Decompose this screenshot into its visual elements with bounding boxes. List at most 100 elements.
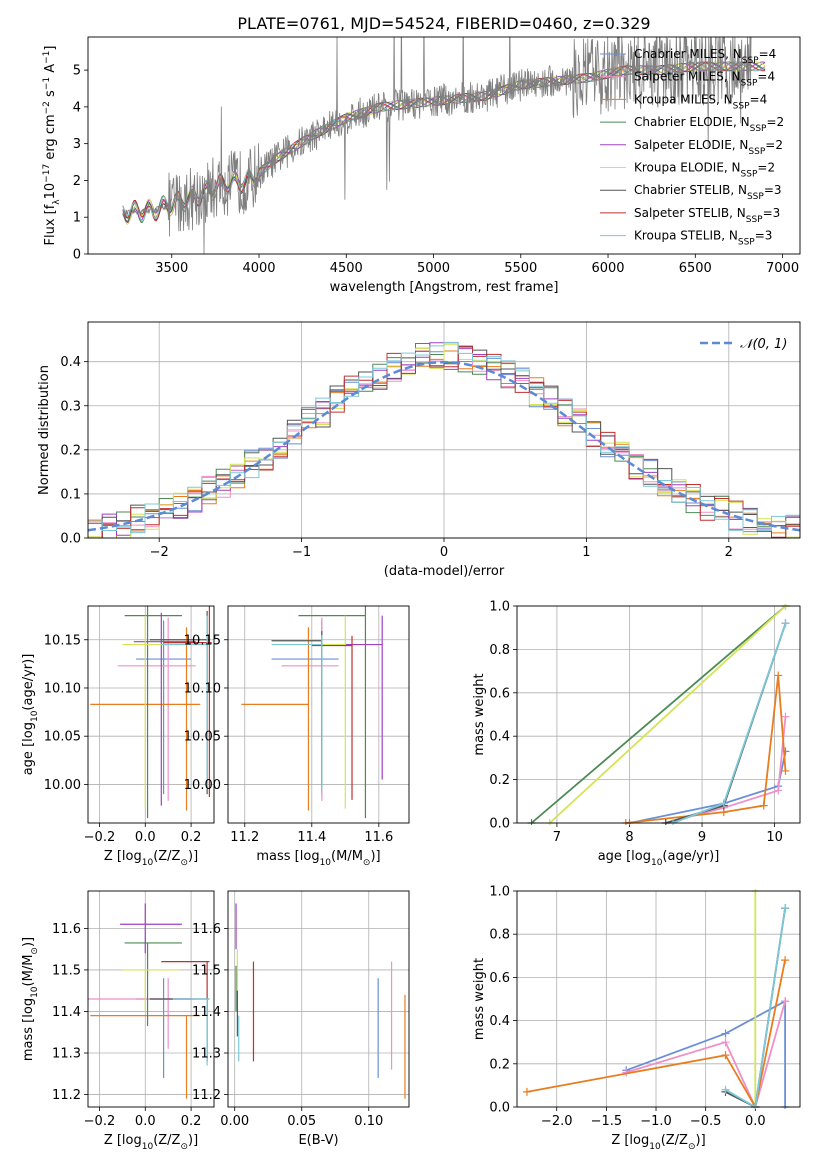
marker-kroupa_miles (721, 1051, 730, 1060)
label-part: Chabrier ELODIE, N (634, 115, 750, 129)
x-tick-label: 11.4 (297, 830, 326, 845)
x-tick-label: 0.0 (745, 1114, 766, 1129)
marker-kroupa_miles (774, 671, 783, 680)
label-part: 10 (651, 858, 663, 868)
y-tick-label: 11.3 (52, 1047, 81, 1062)
series-chabrier_elodie (530, 605, 787, 824)
label-part: (age/yr)] (662, 849, 719, 864)
label-part: =3 (755, 229, 773, 243)
label-part: SSP (733, 101, 750, 111)
y-axis-label: Flux [fλ10−17 erg cm−2 s−1 A−1] (42, 46, 62, 246)
legend-entry: Kroupa STELIB, NSSP=3 (634, 229, 772, 248)
series-kroupa_elodie (549, 605, 787, 824)
axes-frame (516, 890, 801, 1108)
y-tick-label: 0.2 (489, 1057, 510, 1072)
label-part: )] (188, 1133, 198, 1148)
y-tick-label: 0.0 (489, 1101, 510, 1116)
x-tick-label: 0.05 (287, 1114, 316, 1129)
y-tick-label: 10.05 (184, 730, 221, 745)
legend-entry: Chabrier STELIB, NSSP=3 (634, 183, 782, 202)
marker-salpeter_miles (781, 997, 790, 1006)
x-tick-label: 3500 (155, 261, 188, 276)
y-tick-label: 3 (73, 137, 81, 152)
label-part: =3 (764, 183, 782, 197)
y-tick-label: 10.05 (44, 730, 81, 745)
normal-curve (87, 360, 801, 532)
label-part: Z [log (611, 1133, 649, 1148)
x-tick-label: 6500 (679, 261, 712, 276)
x-axis-label: mass [log10(M/M⊙)] (256, 849, 380, 868)
label-part: SSP (742, 56, 759, 66)
y-tick-label: 0.8 (489, 643, 510, 658)
x-tick-label: 0 (440, 545, 448, 560)
label-part: )] (696, 1133, 706, 1148)
mass_weight_vs_Z-panel: −2.0 −1.5 −1.0 −0.5 0.0 0.0 0.2 0.4 0.6 0.8 1.0 Z [… (472, 885, 801, 1152)
label-part: Kroupa ELODIE, N (634, 161, 741, 175)
label-part: (Z/Z (153, 1133, 180, 1148)
y-tick-label: 0.4 (489, 1014, 510, 1029)
y-tick-label: 11.4 (192, 1005, 221, 1020)
x-tick-label: 5500 (504, 261, 537, 276)
label-part: (M/M (331, 849, 363, 864)
x-tick-label: 7 (553, 830, 561, 845)
legend-entry: Chabrier ELODIE, NSSP=2 (634, 115, 784, 134)
label-part: (Z/Z (661, 1133, 688, 1148)
label-part: age [log (21, 722, 36, 775)
histogram-salpeter_stelib (88, 346, 800, 538)
y-tick-label: 0.3 (60, 399, 81, 414)
y-tick-label: 11.2 (192, 1088, 221, 1103)
label-part: Chabrier MILES, N (634, 47, 742, 61)
marker-kroupa_miles (781, 766, 790, 775)
y-tick-label: 11.4 (52, 1005, 81, 1020)
x-tick-label: 11.6 (364, 830, 393, 845)
x-tick-label: 0.10 (354, 1114, 383, 1129)
x-tick-label: 4500 (330, 261, 363, 276)
label-part: SSP (741, 170, 758, 180)
label-part: =4 (757, 70, 775, 84)
label-part: Kroupa STELIB, N (634, 229, 738, 243)
y-tick-label: 0.0 (489, 817, 510, 832)
label-part: −1 (42, 77, 52, 90)
mass_vs_ebv-panel: 0.00 0.05 0.10 11.2 11.3 11.4 11.5 11.6 E(B-V) (192, 890, 410, 1148)
x-tick-label: 0.2 (181, 1114, 202, 1129)
label-part: mass [log (256, 849, 319, 864)
label-part: −2 (42, 101, 52, 114)
label-part: =2 (766, 115, 784, 129)
x-tick-label: −1 (292, 545, 311, 560)
y-tick-label: 10.00 (44, 778, 81, 793)
x-axis-label: Z [log10(Z/Z⊙)] (104, 849, 198, 868)
mass_vs_Z-panel: −0.2 0.0 0.211.211.311.411.511.6Z [log10(Z… (21, 890, 215, 1152)
marker-salpeter_miles (781, 712, 790, 721)
marker-chabrier_miles (721, 1029, 730, 1038)
y-axis-label: mass [log10(M/M⊙)] (21, 937, 40, 1061)
spectrum-panel: 3500 4000 4500 5000 5500 6000 6500 7000 0 1 2 3 4 5 wa… (42, 36, 801, 295)
x-tick-label: −1.5 (591, 1114, 623, 1129)
marker-kroupa_miles (781, 956, 790, 965)
label-part: mass [log (21, 998, 36, 1061)
label-part: =4 (759, 47, 777, 61)
axes-frame (87, 605, 215, 824)
label-part: SSP (748, 147, 765, 157)
y-tick-label: 0.4 (60, 355, 81, 370)
marker-kroupa_stelib (781, 904, 790, 913)
axes-frame (227, 890, 410, 1108)
histogram-kroupa_stelib (88, 341, 800, 534)
marker-kroupa_miles (759, 801, 768, 810)
marker-salpeter_miles (774, 786, 783, 795)
label-part: Salpeter ELODIE, N (634, 138, 748, 152)
label-part: Salpeter STELIB, N (634, 206, 746, 220)
legend-entry: Salpeter STELIB, NSSP=3 (634, 206, 780, 225)
label-part: Z [log (104, 849, 142, 864)
label-part: Kroupa MILES, N (634, 92, 733, 106)
y-tick-label: 1.0 (489, 600, 510, 615)
y-axis-label: mass weight (472, 673, 487, 755)
label-part: age [log (598, 849, 651, 864)
series-salpeter_miles (625, 1000, 786, 1109)
x-tick-label: 4000 (242, 261, 275, 276)
axes-frame (87, 890, 215, 1108)
y-tick-label: 0.2 (60, 443, 81, 458)
axes-frame (516, 605, 801, 824)
label-part: 10 (43, 183, 58, 200)
y-tick-label: 11.5 (192, 963, 221, 978)
